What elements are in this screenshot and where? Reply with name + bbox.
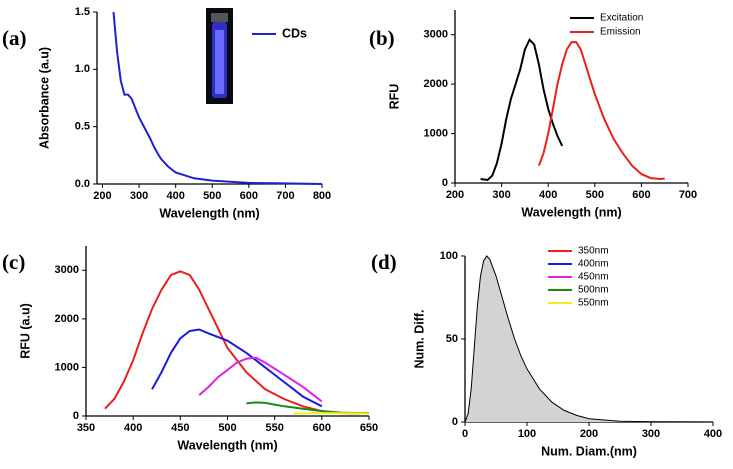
legend-label: 500nm [578, 285, 609, 296]
x-tick-label: 500 [203, 190, 221, 202]
x-tick-label: 600 [632, 189, 650, 201]
y-tick-label: 0.0 [75, 178, 90, 190]
x-tick-label: 700 [679, 189, 697, 201]
legend-label: Excitation [600, 13, 643, 24]
x-axis-label: Num. Diam.(nm) [541, 444, 637, 458]
y-axis-label: RFU (a.u) [18, 303, 32, 359]
x-tick-label: 0 [462, 428, 468, 440]
area-line [464, 255, 714, 423]
x-tick-label: 200 [93, 190, 111, 202]
series-line [112, 11, 323, 185]
inset-photo [206, 8, 233, 104]
x-tick-label: 600 [240, 190, 258, 202]
series-line [104, 270, 360, 415]
y-axis-label: RFU [387, 84, 401, 110]
x-tick-label: 400 [166, 190, 184, 202]
x-tick-label: 600 [313, 422, 331, 434]
y-axis-label: Absorbance (a.u) [37, 47, 51, 149]
panel-label: (c) [2, 250, 25, 274]
series-line [198, 356, 323, 403]
vial-core [215, 30, 224, 94]
panel-label: (d) [371, 250, 397, 274]
x-axis-label: Wavelength (nm) [521, 205, 621, 219]
x-tick-label: 400 [704, 428, 722, 440]
y-tick-label: 1000 [424, 127, 448, 139]
x-tick-label: 200 [580, 428, 598, 440]
y-tick-label: 2000 [55, 313, 79, 325]
x-tick-label: 650 [360, 422, 378, 434]
y-axis-label: Num. Diff. [412, 309, 426, 368]
legend-label: 400nm [578, 259, 609, 270]
x-tick-label: 400 [124, 422, 142, 434]
x-tick-label: 400 [539, 189, 557, 201]
series-line [537, 41, 665, 181]
y-tick-label: 2000 [424, 78, 448, 90]
legend-label: 550nm [578, 298, 609, 309]
x-tick-label: 100 [518, 428, 536, 440]
legend-label: 350nm [578, 246, 609, 257]
x-tick-label: 550 [265, 422, 283, 434]
y-tick-label: 3000 [55, 264, 79, 276]
panel-label: (b) [369, 26, 395, 50]
x-tick-label: 800 [313, 190, 331, 202]
y-tick-label: 1.5 [75, 6, 90, 18]
x-tick-label: 500 [218, 422, 236, 434]
series-line [480, 37, 564, 182]
y-tick-label: 50 [446, 333, 458, 345]
x-axis-label: Wavelength (nm) [159, 206, 259, 220]
y-tick-label: 1.0 [75, 63, 90, 75]
x-tick-label: 700 [276, 190, 294, 202]
x-tick-label: 500 [586, 189, 604, 201]
series-line [293, 412, 370, 415]
legend-label: Emission [600, 27, 641, 38]
x-tick-label: 350 [77, 422, 95, 434]
x-axis-label: Wavelength (nm) [177, 438, 277, 452]
series-line [151, 328, 323, 408]
y-tick-label: 1000 [55, 361, 79, 373]
legend-label: 450nm [578, 272, 609, 283]
vial-cap [211, 13, 228, 22]
panel-label: (a) [2, 26, 27, 50]
x-tick-label: 450 [171, 422, 189, 434]
y-tick-label: 3000 [424, 29, 448, 41]
y-tick-label: 0 [73, 410, 79, 422]
y-tick-label: 100 [440, 250, 458, 262]
y-tick-label: 0 [452, 416, 458, 428]
x-tick-label: 300 [642, 428, 660, 440]
y-tick-label: 0 [442, 177, 448, 189]
legend-label: CDs [282, 26, 307, 40]
y-tick-label: 0.5 [75, 121, 90, 133]
x-tick-label: 300 [130, 190, 148, 202]
x-tick-label: 300 [492, 189, 510, 201]
area-fill [465, 256, 713, 422]
x-tick-label: 200 [446, 189, 464, 201]
